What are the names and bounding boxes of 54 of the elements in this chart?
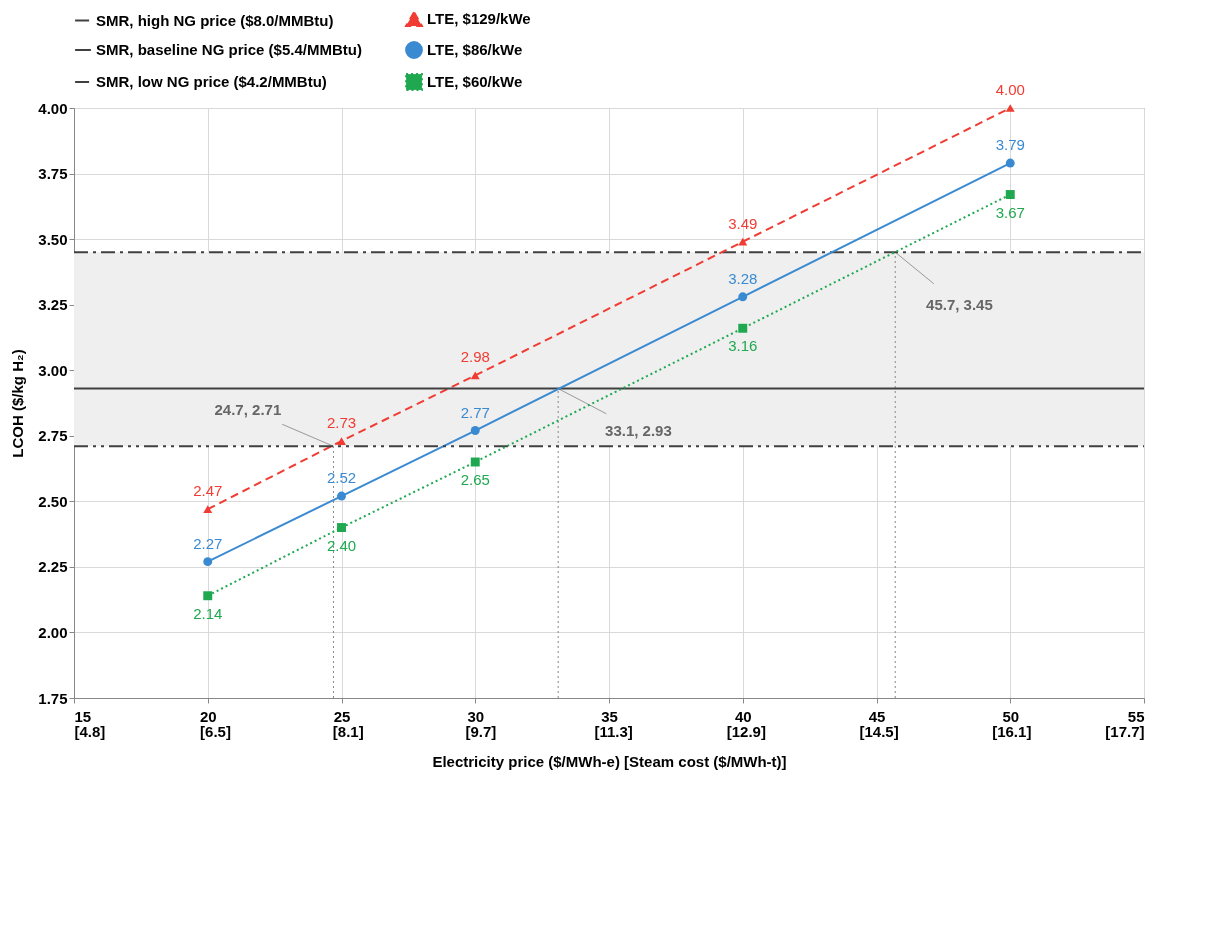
x-tick-label: 15 — [74, 707, 92, 725]
data-label: 3.79 — [995, 136, 1025, 154]
data-label: 2.65 — [460, 471, 490, 488]
x2-tick-label: [9.7] — [465, 722, 497, 740]
legend-label: LTE, $86/kWe — [427, 41, 523, 58]
x-tick-label: 45 — [868, 707, 886, 725]
annotation: 45.7, 3.45 — [926, 295, 993, 313]
x-tick-label: 30 — [467, 707, 485, 725]
data-label: 2.27 — [193, 534, 223, 552]
data-label: 2.52 — [326, 469, 357, 487]
legend-label: SMR, high NG price ($8.0/MMBtu) — [96, 11, 334, 29]
data-label: 2.73 — [326, 414, 357, 432]
data-label: 3.16 — [728, 337, 758, 355]
x2-tick-label: [11.3] — [594, 722, 633, 740]
y-tick-label: 4.00 — [38, 99, 68, 117]
y-tick-label: 2.75 — [38, 427, 68, 445]
data-label: 2.98 — [460, 348, 490, 366]
y-tick-label: 1.75 — [38, 689, 68, 707]
data-label: 2.77 — [460, 403, 490, 421]
data-label: 3.49 — [728, 214, 758, 232]
data-label: 3.28 — [728, 269, 758, 287]
x-tick-label: 35 — [601, 707, 618, 725]
legend-label: LTE, $129/kWe — [427, 10, 531, 28]
annotation: 33.1, 2.93 — [605, 421, 672, 439]
legend-label: SMR, baseline NG price ($5.4/MMBtu) — [96, 41, 362, 58]
x2-tick-label: [6.5] — [200, 722, 231, 740]
x-tick-label: 25 — [333, 707, 351, 725]
x-axis-title: Electricity price ($/MWh-e) [Steam cost ($/MWh-t)] — [432, 752, 787, 770]
data-label: 2.47 — [193, 482, 223, 500]
y-tick-label: 2.50 — [38, 492, 68, 510]
y-tick-label: 2.00 — [38, 623, 68, 641]
y-tick-label: 3.50 — [38, 230, 68, 248]
y-tick-label: 3.25 — [38, 296, 68, 314]
x-tick-label: 50 — [1002, 707, 1020, 725]
annotation: 24.7, 2.71 — [214, 400, 282, 418]
y-axis-title: LCOH ($/kg H₂) — [9, 349, 27, 458]
x2-tick-label: [4.8] — [74, 722, 106, 740]
x2-tick-label: [8.1] — [332, 722, 364, 740]
data-label: 2.40 — [326, 536, 357, 554]
y-tick-label: 2.25 — [38, 558, 68, 576]
x2-tick-label: [14.5] — [859, 722, 899, 740]
x-tick-label: 55 — [1127, 707, 1145, 725]
y-tick-label: 3.75 — [38, 165, 68, 183]
x-tick-label: 40 — [734, 707, 752, 725]
data-label: 4.00 — [995, 81, 1025, 98]
x2-tick-label: [12.9] — [726, 722, 766, 740]
legend-label: SMR, low NG price ($4.2/MMBtu) — [96, 73, 327, 90]
data-label: 3.67 — [995, 203, 1025, 221]
y-tick-label: 3.00 — [38, 361, 68, 379]
data-label: 2.14 — [193, 604, 223, 622]
x2-tick-label: [17.7] — [1105, 722, 1145, 740]
x2-tick-label: [16.1] — [992, 722, 1032, 740]
legend-label: LTE, $60/kWe — [427, 73, 523, 90]
x-tick-label: 20 — [199, 707, 217, 725]
